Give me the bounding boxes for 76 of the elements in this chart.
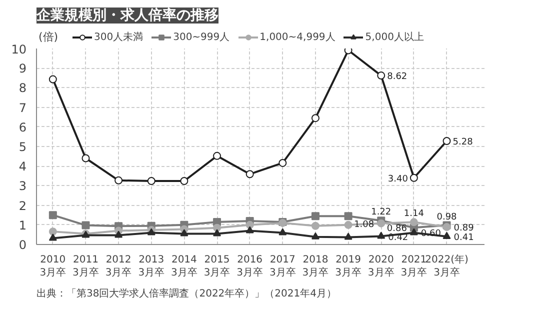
y-tick-label: 4 <box>18 160 27 174</box>
point <box>410 228 418 236</box>
point <box>278 228 287 236</box>
point <box>410 218 418 226</box>
y-tick-label: 7 <box>18 100 27 115</box>
y-tick-label: 3 <box>18 179 27 194</box>
x-tick-label: 2019 3月卒 <box>335 254 362 279</box>
point <box>246 226 254 234</box>
point <box>344 220 352 229</box>
point <box>213 152 222 160</box>
legend-label: 300~999人 <box>173 31 230 44</box>
y-tick-label: 10 <box>11 42 27 56</box>
point <box>82 221 90 230</box>
point <box>377 232 386 239</box>
point <box>246 170 254 178</box>
data-label: 0.89 <box>454 224 474 234</box>
x-tick-label: 2015 3月卒 <box>204 254 230 279</box>
point <box>48 228 57 236</box>
y-tick-label: 6 <box>18 120 27 134</box>
point <box>311 114 320 122</box>
y-tick-label: 2 <box>18 198 27 213</box>
point <box>311 222 320 230</box>
point <box>410 174 418 182</box>
legend-label: 300人未満 <box>94 30 144 44</box>
data-label: 1.22 <box>371 208 392 218</box>
x-tick-label: 2010 3月卒 <box>40 254 66 279</box>
legend-label: 5,000人以上 <box>365 30 424 44</box>
y-tick-label: 9 <box>18 62 27 76</box>
point <box>311 232 320 240</box>
point <box>377 219 386 228</box>
point <box>278 158 287 167</box>
data-label: 1.08 <box>354 220 374 230</box>
x-tick-label: 2013 3月卒 <box>138 254 165 279</box>
point <box>213 229 222 236</box>
y-tick-label: 5 <box>18 140 27 154</box>
data-label: 3.40 <box>388 174 408 184</box>
y-tick-label: 1 <box>18 218 27 232</box>
data-label: 0.41 <box>454 232 474 243</box>
point <box>48 75 57 84</box>
point <box>48 211 57 220</box>
point <box>377 72 386 80</box>
point <box>114 230 123 238</box>
point <box>442 137 451 146</box>
point <box>344 232 352 240</box>
x-tick-label: 2021 3月卒 <box>400 254 428 279</box>
point <box>147 177 156 185</box>
chart-title: 企業規模別・求人倍率の推移 <box>36 6 218 24</box>
point <box>114 176 123 184</box>
source-note: 出典：「第38回大学求人倍率調査（2022年卒）」（2021年4月） <box>36 288 336 300</box>
legend-label: 1,000~4,999人 <box>260 31 336 44</box>
point <box>442 232 451 239</box>
point <box>213 224 222 232</box>
point <box>180 177 188 185</box>
y-tick-label: 0 <box>18 238 27 252</box>
point <box>311 212 320 220</box>
data-label: 1.14 <box>404 209 424 220</box>
x-tick-label: 2018 3月卒 <box>302 254 329 279</box>
x-tick-label: 2020 3月卒 <box>368 254 394 279</box>
point <box>180 229 188 236</box>
y-tick-label: 8 <box>18 81 27 96</box>
x-tick-label: 2012 3月卒 <box>105 254 132 279</box>
x-tick-label: 2022(年) 3月卒 <box>425 254 468 279</box>
data-label: 0.42 <box>388 232 408 243</box>
x-tick-label: 2016 3月卒 <box>236 254 264 279</box>
data-label: 0.86 <box>386 224 408 234</box>
point <box>344 212 352 220</box>
point <box>82 154 90 162</box>
point <box>344 48 352 54</box>
y-axis-title: (倍) <box>38 30 58 44</box>
data-label: 5.28 <box>452 138 474 148</box>
x-tick-label: 2017 3月卒 <box>269 254 296 279</box>
data-label: 0.98 <box>436 212 458 222</box>
x-tick-label: 2011 3月卒 <box>72 254 99 279</box>
data-label: 8.62 <box>387 72 408 82</box>
x-tick-label: 2014 3月卒 <box>171 254 198 279</box>
point <box>48 234 57 241</box>
